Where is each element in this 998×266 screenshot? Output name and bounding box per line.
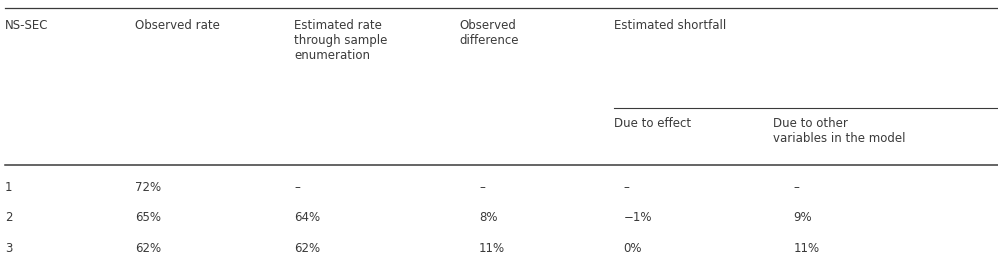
Text: 11%: 11% xyxy=(793,242,819,255)
Text: 62%: 62% xyxy=(135,242,161,255)
Text: 1: 1 xyxy=(5,181,13,194)
Text: Observed
difference: Observed difference xyxy=(459,19,519,47)
Text: 0%: 0% xyxy=(624,242,643,255)
Text: –: – xyxy=(624,181,630,194)
Text: NS-SEC: NS-SEC xyxy=(5,19,49,32)
Text: 11%: 11% xyxy=(479,242,505,255)
Text: 9%: 9% xyxy=(793,211,812,225)
Text: –: – xyxy=(793,181,799,194)
Text: Due to effect: Due to effect xyxy=(614,117,691,130)
Text: 64%: 64% xyxy=(294,211,320,225)
Text: 72%: 72% xyxy=(135,181,161,194)
Text: 65%: 65% xyxy=(135,211,161,225)
Text: 2: 2 xyxy=(5,211,13,225)
Text: −1%: −1% xyxy=(624,211,653,225)
Text: Estimated rate
through sample
enumeration: Estimated rate through sample enumeratio… xyxy=(294,19,388,62)
Text: Observed rate: Observed rate xyxy=(135,19,220,32)
Text: 62%: 62% xyxy=(294,242,320,255)
Text: 3: 3 xyxy=(5,242,12,255)
Text: Due to other
variables in the model: Due to other variables in the model xyxy=(773,117,906,145)
Text: 8%: 8% xyxy=(479,211,498,225)
Text: –: – xyxy=(294,181,300,194)
Text: –: – xyxy=(479,181,485,194)
Text: Estimated shortfall: Estimated shortfall xyxy=(614,19,726,32)
